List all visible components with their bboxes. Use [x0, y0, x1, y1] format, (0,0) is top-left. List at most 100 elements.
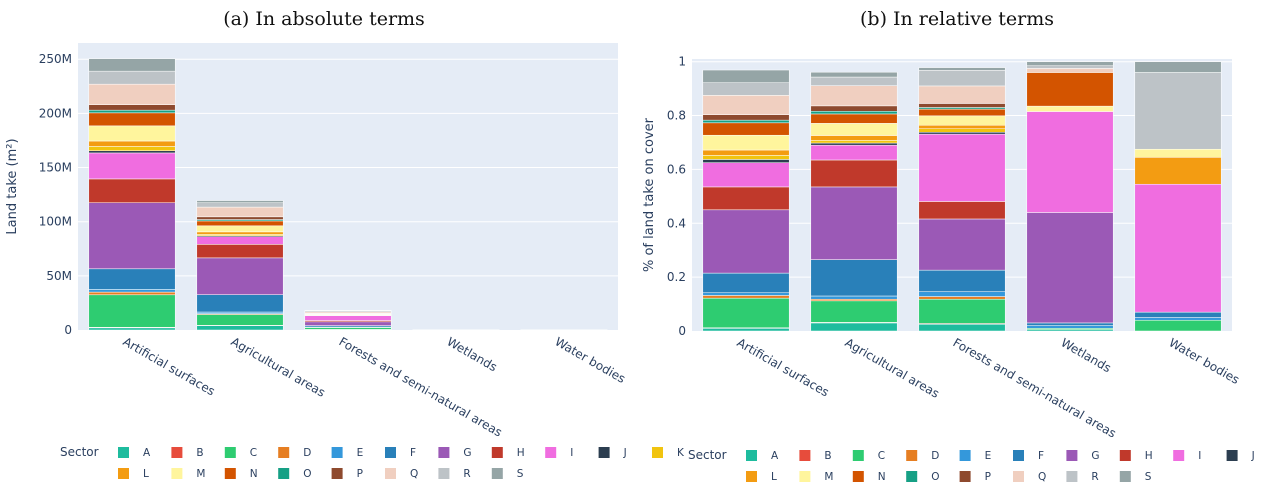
bar-segment-wetlands-r	[1027, 66, 1113, 69]
legend-label: Q	[410, 468, 418, 480]
bar-segment-agricultural-areas-f	[197, 295, 283, 312]
legend-label: A	[143, 447, 151, 459]
bar-segment-artificial-surfaces-f	[703, 273, 789, 293]
legend-label: O	[931, 471, 939, 483]
legend-label: A	[771, 450, 779, 462]
legend-swatch	[652, 447, 663, 458]
bar-segment-artificial-surfaces-d	[703, 295, 789, 298]
legend-label: F	[410, 447, 416, 459]
legend-swatch	[1066, 450, 1077, 461]
bar-segment-forests-and-semi-natural-areas-a	[919, 324, 1005, 331]
y-tick-label: 0	[64, 323, 72, 337]
legend-label: R	[1091, 471, 1098, 483]
legend-label: D	[303, 447, 311, 459]
legend-label: K	[677, 447, 685, 459]
legend-swatch	[1227, 450, 1238, 461]
bar-segment-forests-and-semi-natural-areas-s	[919, 68, 1005, 71]
legend-swatch	[332, 447, 343, 458]
bar-segment-agricultural-areas-k	[811, 140, 897, 143]
bar-segment-agricultural-areas-g	[811, 187, 897, 260]
bar-segment-forests-and-semi-natural-areas-k	[919, 129, 1005, 133]
legend-swatch	[118, 468, 129, 479]
bar-segment-artificial-surfaces-a	[703, 328, 789, 331]
legend-swatch	[960, 471, 971, 482]
bar-segment-artificial-surfaces-m	[89, 126, 175, 141]
legend-label: G	[1091, 450, 1099, 462]
legend-label: J	[1251, 450, 1255, 462]
legend-swatch	[118, 447, 129, 458]
bar-segment-forests-and-semi-natural-areas-g	[305, 322, 391, 326]
legend-label: D	[931, 450, 939, 462]
legend-label: I	[570, 447, 573, 459]
bar-segment-agricultural-areas-a	[197, 326, 283, 330]
bar-segment-artificial-surfaces-f	[89, 269, 175, 290]
bar-segment-agricultural-areas-l	[811, 135, 897, 140]
bar-segment-artificial-surfaces-l	[703, 150, 789, 155]
y-tick-label: 100M	[39, 215, 72, 229]
legend-label: N	[250, 468, 258, 480]
bar-segment-water-bodies-i	[1135, 184, 1221, 312]
legend-swatch	[1013, 471, 1024, 482]
legend-swatch	[906, 450, 917, 461]
bar-segment-forests-and-semi-natural-areas-r	[919, 70, 1005, 86]
bar-segment-agricultural-areas-q	[197, 207, 283, 217]
legend-swatch	[1120, 471, 1131, 482]
bar-segment-artificial-surfaces-e	[703, 293, 789, 296]
legend-label: E	[985, 450, 992, 462]
bar-segment-agricultural-areas-f	[811, 260, 897, 296]
bar-segment-wetlands-n	[1027, 72, 1113, 106]
bar-segment-agricultural-areas-m	[197, 226, 283, 232]
legend-label: L	[143, 468, 149, 480]
legend-swatch	[1066, 471, 1077, 482]
bar-segment-agricultural-areas-c	[811, 301, 897, 323]
legend-swatch	[746, 450, 757, 461]
y-tick-label: 150M	[39, 161, 72, 175]
legend-label: L	[771, 471, 777, 483]
legend-swatch	[225, 468, 236, 479]
bar-segment-agricultural-areas-r	[197, 203, 283, 207]
bar-segment-artificial-surfaces-l	[89, 141, 175, 146]
bar-segment-artificial-surfaces-d	[89, 292, 175, 295]
bar-segment-water-bodies-l	[1135, 157, 1221, 184]
bar-segment-agricultural-areas-j	[811, 143, 897, 145]
bar-segment-forests-and-semi-natural-areas-n	[919, 109, 1005, 116]
legend-swatch	[599, 447, 610, 458]
bar-segment-agricultural-areas-i	[197, 237, 283, 245]
bar-segment-artificial-surfaces-k	[703, 155, 789, 159]
bar-segment-water-bodies-r	[1135, 72, 1221, 149]
legend-swatch	[492, 468, 503, 479]
y-tick-label: 0.4	[667, 216, 686, 230]
bar-segment-agricultural-areas-n	[811, 114, 897, 123]
y-tick-label: 0.8	[667, 109, 686, 123]
bar-segment-agricultural-areas-p	[811, 106, 897, 111]
bar-segment-artificial-surfaces-q	[703, 95, 789, 114]
bar-segment-agricultural-areas-h	[811, 160, 897, 187]
legend-swatch	[906, 471, 917, 482]
legend-swatch	[438, 447, 449, 458]
y-axis-label: % of land take on cover	[642, 117, 657, 272]
legend-label: N	[878, 471, 886, 483]
panel-b-caption: (b) In relative terms	[860, 8, 1054, 30]
legend-label: R	[463, 468, 470, 480]
bar-segment-water-bodies-f	[1135, 312, 1221, 317]
bar-segment-forests-and-semi-natural-areas-f	[919, 270, 1005, 292]
bar-segment-forests-and-semi-natural-areas-g	[919, 219, 1005, 270]
legend-swatch	[278, 447, 289, 458]
legend-swatch	[545, 447, 556, 458]
legend-swatch	[746, 471, 757, 482]
legend-label: H	[517, 447, 525, 459]
bar-segment-forests-and-semi-natural-areas-l	[919, 125, 1005, 129]
bar-segment-forests-and-semi-natural-areas-d	[919, 297, 1005, 300]
y-tick-label: 0	[678, 324, 686, 338]
bar-segment-wetlands-f	[1027, 323, 1113, 326]
legend-swatch	[1120, 450, 1131, 461]
bar-segment-wetlands-q	[1027, 68, 1113, 72]
legend-swatch	[799, 471, 810, 482]
y-tick-label: 250M	[39, 52, 72, 66]
bar-segment-agricultural-areas-e	[811, 296, 897, 299]
legend-swatch	[853, 471, 864, 482]
bar-segment-artificial-surfaces-m	[703, 135, 789, 150]
legend-swatch	[171, 468, 182, 479]
legend-label: J	[623, 447, 627, 459]
